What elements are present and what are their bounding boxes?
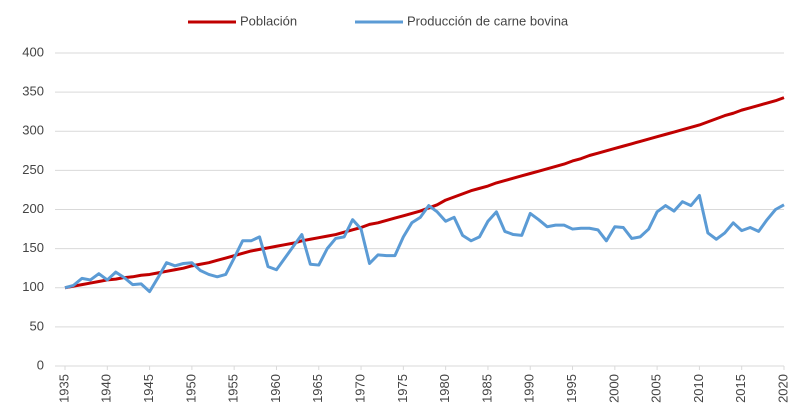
y-tick-label: 0 xyxy=(37,357,44,372)
x-tick-label: 2015 xyxy=(733,374,748,403)
x-tick-label: 1935 xyxy=(56,374,71,403)
legend-label: Producción de carne bovina xyxy=(407,13,569,28)
x-tick-label: 1940 xyxy=(99,374,114,403)
x-tick-label: 1975 xyxy=(395,374,410,403)
y-tick-label: 300 xyxy=(22,123,44,138)
x-tick-label: 1990 xyxy=(522,374,537,403)
x-tick-label: 1995 xyxy=(564,374,579,403)
y-tick-label: 150 xyxy=(22,240,44,255)
x-tick-label: 1985 xyxy=(479,374,494,403)
y-tick-label: 250 xyxy=(22,162,44,177)
x-tick-label: 1945 xyxy=(141,374,156,403)
y-tick-label: 50 xyxy=(30,318,44,333)
x-tick-label: 1955 xyxy=(226,374,241,403)
x-tick-label: 2000 xyxy=(606,374,621,403)
legend-label: Población xyxy=(240,13,297,28)
series-line xyxy=(64,96,785,290)
x-tick-label: 1965 xyxy=(310,374,325,403)
x-tick-label: 2010 xyxy=(691,374,706,403)
x-tick-label: 2020 xyxy=(775,374,790,403)
y-tick-label: 350 xyxy=(22,84,44,99)
y-tick-label: 100 xyxy=(22,279,44,294)
y-tick-label: 400 xyxy=(22,44,44,59)
x-tick-label: 1950 xyxy=(183,374,198,403)
series-line xyxy=(64,193,785,294)
x-tick-label: 2005 xyxy=(649,374,664,403)
x-tick-label: 1980 xyxy=(437,374,452,403)
x-tick-label: 1960 xyxy=(268,374,283,403)
x-tick-label: 1970 xyxy=(352,374,367,403)
y-tick-label: 200 xyxy=(22,201,44,216)
